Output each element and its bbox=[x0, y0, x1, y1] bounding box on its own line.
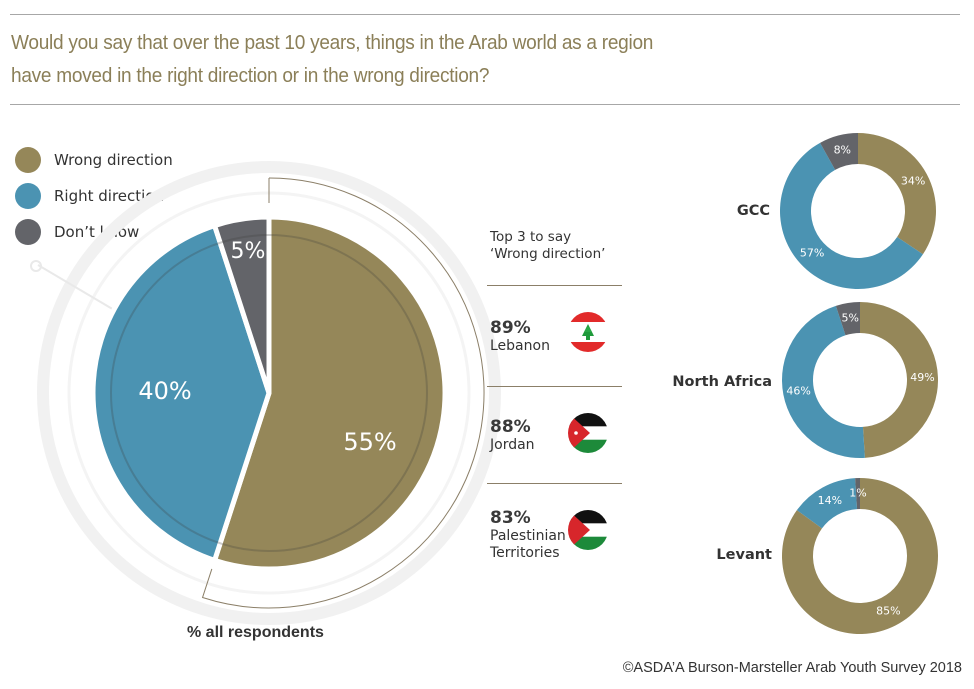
country-item-lebanon: 89% Lebanon bbox=[490, 318, 550, 355]
donut-label-dont-know: 8% bbox=[834, 144, 851, 157]
country-value: 89% bbox=[490, 318, 531, 338]
divider bbox=[487, 483, 622, 484]
dont-know-swatch-icon bbox=[15, 219, 41, 245]
donut-label-dont-know: 5% bbox=[841, 311, 858, 324]
country-name: Territories bbox=[490, 545, 560, 561]
donut-label-dont-know: 1% bbox=[849, 487, 866, 500]
donut-label-wrong: 34% bbox=[901, 174, 925, 187]
divider bbox=[487, 386, 622, 387]
country-name: Jordan bbox=[490, 437, 535, 453]
donut-segment-right bbox=[781, 305, 865, 459]
donut-levant: 85% 14% 1% bbox=[782, 478, 938, 634]
top3-title-line-2: ‘Wrong direction’ bbox=[490, 246, 606, 262]
region-label-levant: Levant bbox=[716, 547, 772, 563]
pie-slice-dont-know bbox=[212, 214, 272, 396]
legend-item-wrong: Wrong direction bbox=[15, 142, 173, 178]
country-name: Lebanon bbox=[490, 338, 550, 354]
country-name: Palestinian bbox=[490, 528, 566, 544]
donut-label-wrong: 85% bbox=[876, 605, 900, 618]
lebanon-flag-icon bbox=[568, 312, 608, 352]
decorative-rings bbox=[30, 161, 501, 625]
donut-label-right: 14% bbox=[818, 494, 842, 507]
country-item-jordan: 88% Jordan bbox=[490, 417, 535, 454]
title-line-2: have moved in the right direction or in … bbox=[11, 64, 490, 87]
pie-inner-ring bbox=[110, 234, 428, 552]
divider bbox=[487, 285, 622, 286]
outer-ring bbox=[37, 161, 501, 625]
top-rule bbox=[10, 14, 960, 15]
copyright-footer: ©ASDA’A Burson-Marsteller Arab Youth Sur… bbox=[622, 660, 962, 676]
page-title: Would you say that over the past 10 year… bbox=[11, 26, 848, 92]
donut-segment-right bbox=[780, 142, 923, 290]
pie-label-wrong: 55% bbox=[343, 428, 396, 456]
legend: Wrong direction Right direction Don’t kn… bbox=[15, 142, 173, 250]
country-item-palestine: 83% Palestinian Territories bbox=[490, 508, 566, 562]
top3-title: Top 3 to say ‘Wrong direction’ bbox=[490, 229, 605, 263]
legend-label: Wrong direction bbox=[54, 151, 173, 169]
donut-segment-dont-know bbox=[820, 133, 858, 170]
palestine-flag-icon bbox=[568, 510, 608, 550]
legend-label: Right direction bbox=[54, 187, 165, 205]
title-bottom-rule bbox=[10, 104, 960, 105]
jordan-flag-icon bbox=[568, 413, 608, 453]
title-line-1: Would you say that over the past 10 year… bbox=[11, 31, 654, 54]
wrong-swatch-icon bbox=[15, 147, 41, 173]
bracket-arc bbox=[201, 177, 485, 609]
region-label-gcc: GCC bbox=[736, 203, 770, 219]
donut-north-africa: 49% 46% 5% bbox=[781, 302, 939, 459]
legend-item-right: Right direction bbox=[15, 178, 173, 214]
donut-segment-dont-know bbox=[835, 302, 860, 336]
donut-segment-right bbox=[796, 478, 858, 529]
pie-label-right: 40% bbox=[138, 377, 191, 405]
donut-segment-wrong bbox=[782, 478, 938, 634]
top3-title-line-1: Top 3 to say bbox=[490, 229, 572, 245]
country-value: 88% bbox=[490, 417, 531, 437]
donut-segment-wrong bbox=[858, 133, 936, 255]
donut-label-right: 57% bbox=[800, 246, 824, 259]
pie-slice-wrong bbox=[212, 214, 448, 572]
decor-dot bbox=[30, 260, 42, 272]
donut-segment-dont-know bbox=[855, 478, 860, 510]
right-swatch-icon bbox=[15, 183, 41, 209]
region-label-north-africa: North Africa bbox=[672, 374, 772, 390]
donut-gcc: 34% 57% 8% bbox=[780, 133, 936, 290]
respondents-caption: % all respondents bbox=[187, 624, 324, 641]
main-pie: 55% 40% 5% bbox=[90, 214, 448, 572]
country-value: 83% bbox=[490, 508, 531, 528]
pie-label-dont-know: 5% bbox=[231, 239, 266, 264]
donut-segment-wrong bbox=[860, 302, 939, 458]
donut-label-right: 46% bbox=[786, 385, 810, 398]
legend-item-dont-know: Don’t know bbox=[15, 214, 173, 250]
pie-slice-right bbox=[90, 223, 272, 563]
donut-label-wrong: 49% bbox=[910, 371, 934, 384]
